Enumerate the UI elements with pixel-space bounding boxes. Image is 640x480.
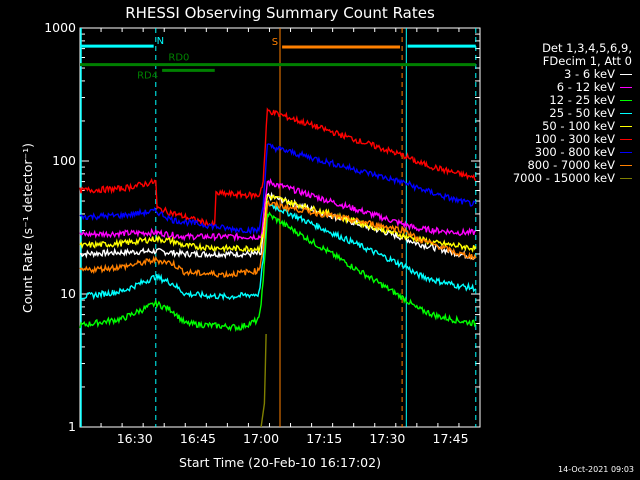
legend-header-line1: Det 1,3,4,5,6,9, <box>542 41 632 55</box>
legend-item-label: 6 - 12 keV <box>556 80 615 94</box>
legend: Det 1,3,4,5,6,9, FDecim 1, Att 0 3 - 6 k… <box>486 42 632 185</box>
y-tick-label: 10 <box>60 286 76 301</box>
state-bar-label: N <box>157 36 164 47</box>
y-tick-label: 1000 <box>44 20 76 35</box>
legend-swatch <box>620 113 632 114</box>
legend-item: 6 - 12 keV <box>486 81 632 94</box>
y-axis-label: Count Rate (s⁻¹ detector⁻¹) <box>20 143 35 313</box>
series-line <box>79 199 477 278</box>
legend-item: 3 - 6 keV <box>486 68 632 81</box>
x-tick-label: 17:15 <box>306 431 342 446</box>
state-bar-label: RD4 <box>137 70 158 81</box>
legend-item: 25 - 50 keV <box>486 107 632 120</box>
plot-area: 1 10 100 1000 16:30 16:45 17:00 17:15 17:30 17:45… <box>44 20 481 446</box>
legend-item-label: 300 - 800 keV <box>534 145 615 159</box>
legend-item-label: 3 - 6 keV <box>564 67 615 81</box>
series-line <box>79 191 477 261</box>
legend-item-label: 25 - 50 keV <box>549 106 615 120</box>
legend-items: 3 - 6 keV 6 - 12 keV 12 - 25 keV 25 - 50 ke… <box>486 68 632 185</box>
series-line <box>260 333 267 428</box>
legend-item: 800 - 7000 keV <box>486 159 632 172</box>
legend-item-label: 800 - 7000 keV <box>527 158 615 172</box>
series-line <box>79 211 477 332</box>
x-tick-label: 16:45 <box>180 431 216 446</box>
x-tick-label: 17:45 <box>433 431 469 446</box>
legend-item: 300 - 800 keV <box>486 146 632 159</box>
legend-item: 7000 - 15000 keV <box>486 172 632 185</box>
series-line <box>79 107 477 229</box>
legend-item-label: 12 - 25 keV <box>549 93 615 107</box>
y-tick-label: 100 <box>52 153 76 168</box>
legend-item-label: 50 - 100 keV <box>542 119 615 133</box>
legend-swatch <box>620 152 632 153</box>
legend-swatch <box>620 74 632 75</box>
legend-swatch <box>620 178 632 179</box>
legend-item: 100 - 300 keV <box>486 133 632 146</box>
series-line <box>79 177 476 243</box>
series-line <box>79 143 477 235</box>
x-tick-label: 17:30 <box>369 431 405 446</box>
legend-swatch <box>620 126 632 127</box>
x-tick-label: 16:30 <box>117 431 153 446</box>
timestamp: 14-Oct-2021 09:03 <box>558 465 634 474</box>
legend-swatch <box>620 100 632 101</box>
x-tick-label: 17:00 <box>243 431 279 446</box>
legend-item: 50 - 100 keV <box>486 120 632 133</box>
series-line <box>79 201 477 302</box>
legend-item-label: 7000 - 15000 keV <box>512 171 615 185</box>
legend-item-label: 100 - 300 keV <box>534 132 615 146</box>
state-bar-label: S <box>272 37 278 48</box>
state-bar-label: RD0 <box>168 53 189 64</box>
legend-swatch <box>620 139 632 140</box>
legend-swatch <box>620 165 632 166</box>
legend-swatch <box>620 87 632 88</box>
legend-item: 12 - 25 keV <box>486 94 632 107</box>
legend-header-line2: FDecim 1, Att 0 <box>542 54 632 68</box>
y-tick-label: 1 <box>68 419 76 434</box>
x-axis-label: Start Time (20-Feb-10 16:17:02) <box>179 455 381 470</box>
chart-title: RHESSI Observing Summary Count Rates <box>125 4 435 22</box>
